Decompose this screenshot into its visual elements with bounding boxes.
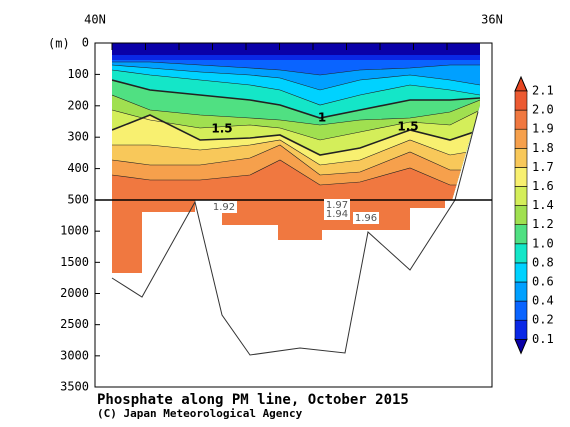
deep-band (278, 200, 322, 240)
contour-label-bg (211, 201, 237, 213)
contour-line (112, 94, 480, 126)
colorbar-label: 1.4 (532, 198, 554, 212)
y-tick-label: 3000 (60, 348, 89, 362)
colorbar-band (514, 186, 528, 206)
contour-label: 1.92 (213, 202, 235, 213)
credit: (C) Japan Meteorological Agency (97, 407, 303, 420)
contour-line (112, 79, 480, 119)
chart-title: Phosphate along PM line, October 2015 (97, 392, 409, 408)
colorbar-band (514, 300, 528, 321)
contour-label: 1.5 (211, 122, 232, 136)
y-tick-label: 0 (82, 36, 89, 50)
contour-line (112, 114, 480, 156)
y-tick-label: 1000 (60, 224, 89, 238)
y-tick-label: 2500 (60, 317, 89, 331)
y-tick-label: 1500 (60, 255, 89, 269)
contour-field (112, 43, 480, 200)
contour-label: 1.94 (326, 209, 348, 220)
colorbar-label: 0.8 (532, 255, 554, 269)
colorbar-band (514, 128, 528, 149)
colorbar-label: 2.0 (532, 103, 554, 117)
colorbar-band (514, 281, 528, 302)
colorbar-band (514, 224, 528, 245)
colorbar-label: 0.4 (532, 294, 554, 308)
y-tick-label: 500 (67, 193, 89, 207)
contour-line (112, 159, 480, 186)
colorbar-band (514, 205, 528, 226)
y-tick-label: 3500 (60, 380, 89, 394)
colorbar-label: 1.8 (532, 141, 554, 155)
colorbar-band (514, 109, 528, 130)
y-tick-label: 400 (67, 161, 89, 175)
y-tick-label: 300 (67, 130, 89, 144)
y-tick-label: 100 (67, 67, 89, 81)
contour-label-bg (353, 212, 379, 224)
contour-line (112, 64, 480, 91)
colorbar-band (514, 319, 528, 340)
colorbar-label: 0.6 (532, 275, 554, 289)
y-unit: (m) (48, 37, 70, 51)
colorbar-band (514, 243, 528, 264)
contour-band (112, 160, 480, 200)
deep-band (112, 200, 142, 273)
contour-line (112, 139, 480, 166)
contour-label: 1.96 (355, 213, 377, 224)
contour-label: 1.5 (397, 120, 418, 134)
colorbar-band (514, 262, 528, 283)
colorbar-label: 1.0 (532, 236, 554, 250)
contour-line (112, 109, 480, 141)
colorbar-label: 1.6 (532, 179, 554, 193)
colorbar-band (514, 148, 528, 168)
deep-band (142, 200, 195, 212)
deep-band (410, 200, 445, 208)
plot-frame (94, 42, 493, 388)
deep-field (112, 200, 445, 273)
colorbar-label: 0.2 (532, 313, 554, 327)
colorbar-band (514, 90, 528, 111)
colorbar-arrow (514, 75, 528, 92)
contour-label: 1 (318, 111, 326, 125)
colorbar-band (514, 167, 528, 187)
bottom-topography (111, 111, 479, 356)
colorbar-label: 1.2 (532, 217, 554, 231)
colorbar-label: 1.7 (532, 160, 554, 174)
colorbar-label: 2.1 (532, 84, 554, 98)
contour-line (112, 69, 480, 106)
colorbar-label: 0.1 (532, 332, 554, 346)
contour-line (112, 61, 480, 76)
y-tick-label: 2000 (60, 286, 89, 300)
x-label: 40N (84, 13, 106, 27)
contour-label: 1.97 (326, 200, 348, 211)
colorbar-arrow (514, 338, 528, 355)
x-label: 36N (481, 13, 503, 27)
contour-label-bg (324, 208, 350, 220)
contour-line (112, 144, 480, 176)
y-tick-label: 200 (67, 98, 89, 112)
colorbar-label: 1.9 (532, 122, 554, 136)
